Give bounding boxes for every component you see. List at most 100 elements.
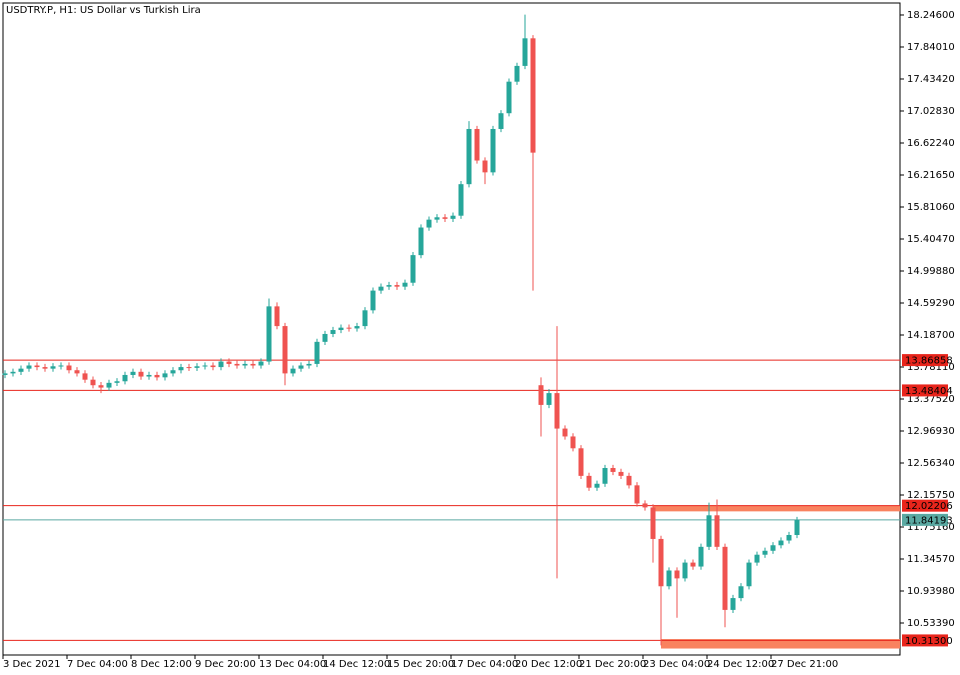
x-tick-label: 9 Dec 20:00 (195, 659, 256, 670)
candle-body (18, 368, 24, 372)
candle-body (42, 367, 48, 369)
price-label-box (902, 513, 948, 526)
plot-frame (2, 2, 901, 656)
candle-body (386, 285, 392, 287)
candle-body (682, 562, 688, 579)
candle-body (482, 160, 488, 173)
candle-body (594, 483, 600, 488)
y-tick-label: 12.15750 (907, 490, 955, 501)
candle-body (234, 363, 240, 366)
candle-body (34, 365, 40, 368)
y-tick-label: 17.02830 (907, 106, 955, 117)
y-tick-label: 12.96930 (907, 426, 955, 437)
candle-body (762, 550, 768, 555)
candle-body (490, 128, 496, 173)
candle-body (10, 371, 16, 374)
y-tick-label: 18.24600 (907, 10, 955, 21)
candle-body (522, 38, 528, 66)
candle-body (634, 485, 640, 504)
candle-body (626, 475, 632, 486)
price-label: 12.02206 (905, 501, 953, 512)
y-tick-label: 10.53390 (907, 618, 955, 629)
candle-body (586, 475, 592, 488)
candle-body (474, 128, 480, 161)
price-label-box (902, 384, 948, 397)
y-tick-label: 14.99880 (907, 266, 955, 277)
x-tick-label: 7 Dec 04:00 (67, 659, 128, 670)
candle-body (154, 374, 160, 378)
y-tick-label: 11.34570 (907, 554, 955, 565)
candle-body (642, 503, 648, 508)
candle-body (706, 515, 712, 547)
candle-body (458, 184, 464, 216)
x-tick-label: 20 Dec 12:00 (515, 659, 582, 670)
candle-body (314, 341, 320, 364)
candle-body (362, 310, 368, 327)
candle-body (354, 326, 360, 329)
candle-body (498, 113, 504, 129)
candle-body (450, 215, 456, 219)
zone (661, 639, 900, 649)
candle-body (346, 327, 352, 329)
candle-body (546, 393, 552, 405)
candle-body (226, 361, 232, 364)
candle-body (162, 373, 168, 378)
candle-body (58, 365, 64, 367)
y-tick-label: 14.18700 (907, 330, 955, 341)
price-label: 11.84193 (905, 515, 953, 526)
candle-body (122, 374, 128, 382)
candle-body (602, 467, 608, 484)
candle-body (666, 570, 672, 587)
x-tick-label: 24 Dec 12:00 (707, 659, 774, 670)
candle-body (786, 535, 792, 541)
candle-body (618, 471, 624, 476)
price-label-box (902, 354, 948, 367)
candle-body (250, 363, 256, 366)
candle-body (466, 128, 472, 185)
candle-body (274, 306, 280, 327)
candle-body (434, 217, 440, 220)
candle-body (722, 546, 728, 610)
candle-body (218, 361, 224, 368)
y-tick-label: 13.37520 (907, 394, 955, 405)
x-tick-label: 14 Dec 12:00 (323, 659, 390, 670)
candle-body (370, 290, 376, 311)
y-tick-label: 10.93980 (907, 586, 955, 597)
candle-body (26, 365, 32, 369)
candle-body (658, 538, 664, 587)
y-tick-label: 16.62240 (907, 138, 955, 149)
price-label: 13.86858 (905, 356, 953, 367)
price-label: 10.31300 (905, 636, 953, 647)
candle-body (194, 366, 200, 368)
y-tick-label: 15.81060 (907, 202, 955, 213)
x-tick-label: 27 Dec 21:00 (771, 659, 838, 670)
x-tick-label: 3 Dec 2021 (3, 659, 61, 670)
candle-body (442, 217, 448, 219)
candle-body (650, 507, 656, 539)
price-label-box (902, 634, 948, 647)
y-tick-label: 16.21650 (907, 170, 955, 181)
chart-title: USDTRY.P, H1: US Dollar vs Turkish Lira (6, 5, 201, 16)
candle-body (698, 546, 704, 567)
candle-body (322, 333, 328, 342)
candle-body (2, 373, 8, 375)
candle-body (330, 330, 336, 334)
candle-body (146, 374, 152, 377)
y-tick-label: 11.75160 (907, 522, 955, 533)
candle-body (410, 255, 416, 283)
candle-body (562, 428, 568, 437)
candle-body (106, 382, 112, 388)
y-tick-label: 15.40470 (907, 234, 955, 245)
candle-body (402, 282, 408, 287)
x-tick-label: 8 Dec 12:00 (131, 659, 192, 670)
candle-body (610, 467, 616, 472)
y-tick-label: 14.59290 (907, 298, 955, 309)
candle-body (298, 365, 304, 369)
candle-body (418, 227, 424, 256)
candle-body (282, 326, 288, 374)
candle-body (66, 365, 72, 371)
candle-body (738, 586, 744, 599)
candle-body (266, 306, 272, 362)
candle-body (74, 370, 80, 374)
